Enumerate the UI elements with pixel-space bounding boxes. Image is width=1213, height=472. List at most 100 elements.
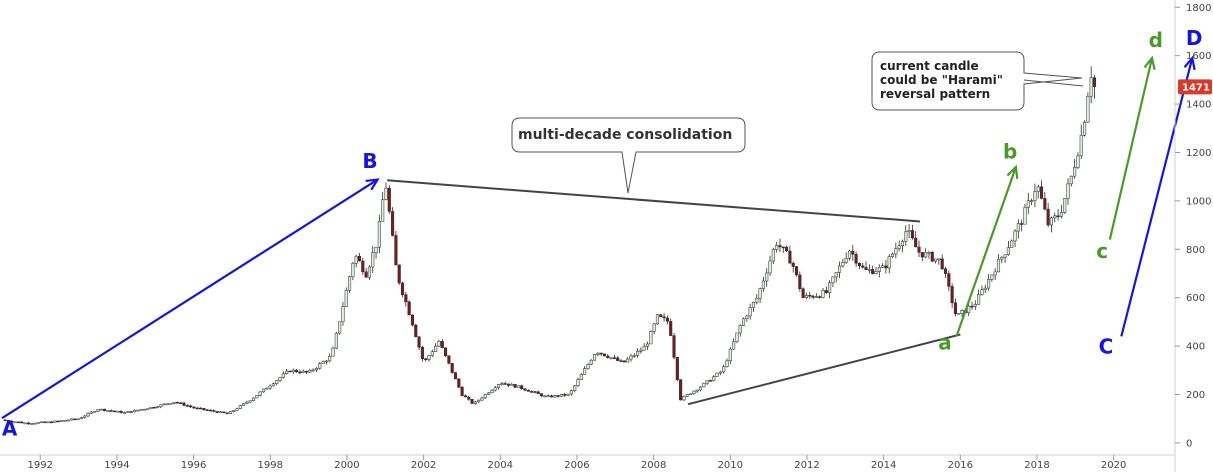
candle-body [619, 360, 623, 362]
candle-body [986, 279, 991, 289]
candle-body [344, 290, 348, 307]
candle-body [1066, 183, 1070, 199]
candle-body [162, 403, 166, 406]
candle-body [400, 282, 405, 295]
lower-consolidation-line [687, 333, 961, 406]
candle-body [40, 421, 44, 424]
x-tick-label: 2020 [1101, 460, 1126, 471]
harami-callout-line-1: current candle [880, 59, 979, 73]
candle-body [761, 280, 765, 289]
candle-body [927, 252, 931, 254]
candle-body [195, 407, 199, 410]
wave-label-A: A [2, 417, 18, 441]
candle-body [493, 387, 497, 391]
candle-body [1003, 254, 1007, 258]
candle-body [920, 252, 924, 258]
candle-body [1023, 207, 1027, 225]
candle-body [96, 409, 100, 412]
candle-body [417, 336, 421, 348]
x-axis: 1992 1994 1996 1998 2000 2002 2004 2006 2008 2010… [0, 454, 1175, 471]
candle-body [285, 370, 289, 374]
candle-body [427, 355, 431, 360]
candle-body [357, 255, 362, 262]
candle-body [530, 391, 534, 393]
candle-body [477, 399, 481, 403]
candle-body [26, 422, 30, 425]
trendlines [387, 179, 961, 406]
candle-body [702, 382, 706, 388]
candle-body [778, 245, 782, 248]
candle-body [1069, 175, 1073, 185]
candle-body [957, 313, 961, 315]
candle-body [36, 422, 40, 424]
candle-body [679, 379, 683, 401]
wave-arrows [1, 55, 1196, 420]
candle-body [636, 350, 640, 356]
y-tick-label: 1800 [1186, 3, 1211, 14]
candle-body [924, 252, 928, 258]
x-tick-label: 2000 [334, 460, 359, 471]
candle-body [463, 395, 467, 398]
candle-body [996, 258, 1001, 273]
candle-body [132, 409, 136, 413]
candle-body [152, 407, 156, 409]
candle-body [715, 372, 719, 377]
candle-body [1089, 77, 1093, 97]
candle-body [394, 235, 398, 266]
candle-body [420, 346, 424, 360]
candle-body [751, 302, 756, 308]
candle-body [834, 272, 838, 278]
candle-body [735, 332, 739, 343]
candle-body [553, 395, 557, 398]
candle-body [814, 296, 818, 298]
candle-body [457, 378, 461, 388]
candle-body [523, 388, 527, 391]
candle-body [583, 368, 587, 375]
candle-body [698, 386, 703, 391]
candle-body [1010, 240, 1014, 248]
candle-body [308, 370, 312, 373]
candle-body [381, 199, 385, 222]
x-tick-label: 1992 [28, 460, 53, 471]
candle-body [444, 347, 448, 356]
candle-body [725, 360, 729, 368]
y-tick-label: 800 [1186, 245, 1205, 256]
candle-body [877, 267, 881, 272]
candle-body [354, 255, 358, 264]
candle-body [248, 400, 252, 403]
candle-body [453, 372, 458, 380]
candles [3, 66, 1097, 425]
candle-body [914, 237, 918, 248]
candle-body [841, 262, 845, 267]
candle-body [155, 406, 160, 409]
candle-body [16, 421, 21, 424]
candle-body [261, 388, 266, 393]
candle-body [424, 358, 428, 361]
candle-body [470, 399, 474, 404]
x-tick-label: 2016 [948, 460, 973, 471]
y-tick-label: 0 [1186, 438, 1192, 449]
candle-body [818, 296, 822, 298]
candle-body [874, 271, 878, 274]
candle-body [768, 260, 772, 274]
candle-body [142, 408, 146, 411]
wave-c-to-d-arrow [1120, 57, 1194, 337]
candle-body [722, 366, 726, 373]
candle-body [794, 266, 799, 276]
consolidation-callout-text: multi-decade consolidation [518, 127, 732, 143]
candle-body [1030, 200, 1034, 202]
candle-body [520, 385, 524, 389]
candle-body [821, 290, 825, 298]
candle-body [50, 421, 54, 424]
wave-label-b: b [1003, 140, 1017, 164]
candle-body [106, 410, 110, 412]
consolidation-callout: multi-decade consolidation [511, 117, 746, 194]
candle-body [887, 256, 891, 269]
upper-consolidation-line [387, 179, 921, 223]
candle-body [447, 355, 451, 364]
candle-body [953, 302, 957, 314]
candle-body [76, 418, 80, 421]
candle-body [884, 265, 888, 269]
candle-body [1076, 155, 1080, 168]
